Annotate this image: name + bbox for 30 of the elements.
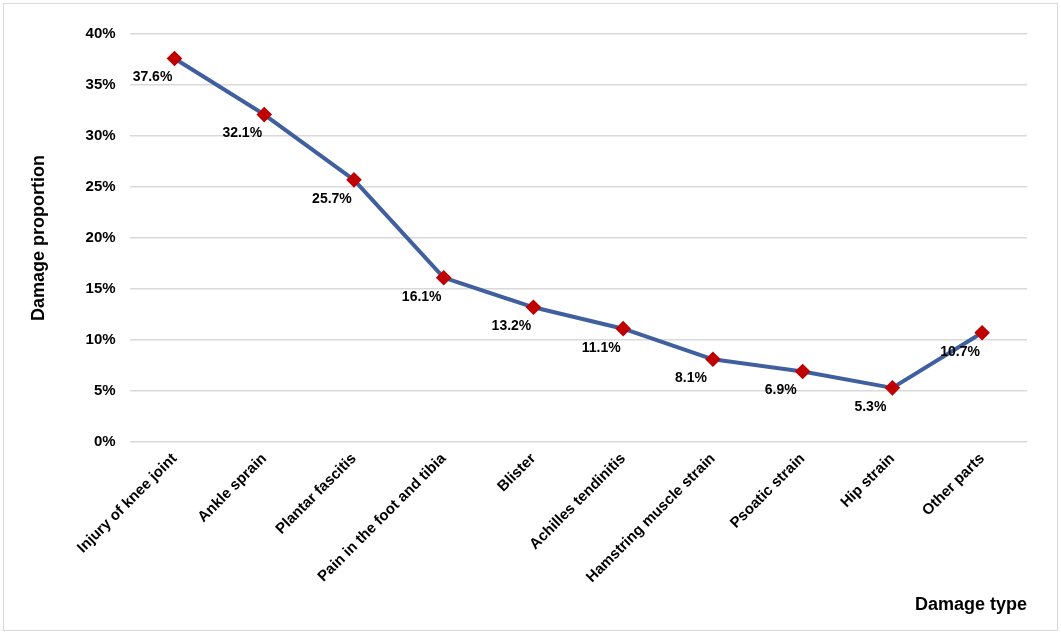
data-label: 37.6% — [132, 68, 173, 85]
data-label: 5.3% — [854, 397, 887, 414]
y-tick-label: 15% — [85, 279, 116, 297]
data-label: 11.1% — [581, 338, 622, 355]
y-tick-label: 0% — [93, 432, 116, 450]
point — [795, 364, 810, 379]
point — [167, 51, 182, 66]
y-tick-label: 10% — [85, 330, 116, 348]
data-label: 6.9% — [764, 381, 798, 398]
data-label: 16.1% — [401, 287, 443, 304]
point — [526, 300, 541, 315]
point — [257, 107, 272, 122]
point — [885, 380, 900, 395]
point — [616, 321, 631, 336]
point — [346, 172, 361, 187]
point — [975, 325, 990, 340]
y-tick-label: 40% — [85, 24, 116, 42]
y-tick-label: 30% — [85, 126, 116, 144]
data-label: 8.1% — [674, 369, 708, 386]
data-label: 13.2% — [491, 317, 532, 334]
y-tick-label: 5% — [93, 381, 116, 399]
point — [436, 270, 451, 285]
y-tick-label: 20% — [85, 228, 116, 246]
data-label: 25.7% — [312, 189, 353, 206]
point — [705, 352, 720, 367]
y-tick-label: 25% — [85, 177, 116, 195]
y-tick-label: 35% — [85, 75, 116, 93]
x-axis-title: Damage type — [914, 594, 1027, 615]
data-label: 32.1% — [222, 124, 263, 141]
y-axis-title: Damage proportion — [27, 154, 48, 321]
